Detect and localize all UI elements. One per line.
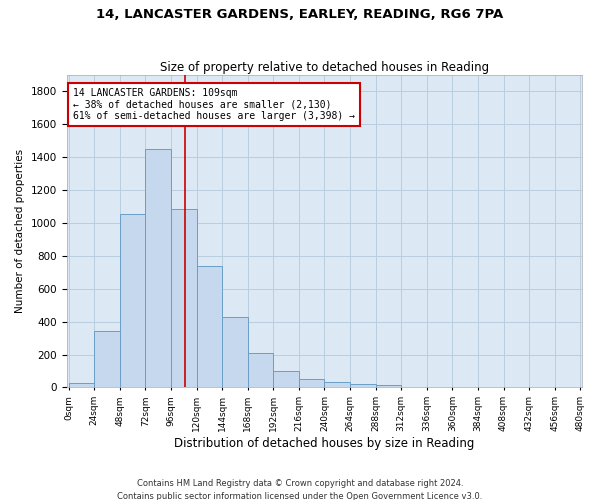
Text: Contains HM Land Registry data © Crown copyright and database right 2024.
Contai: Contains HM Land Registry data © Crown c… <box>118 480 482 500</box>
Text: 14 LANCASTER GARDENS: 109sqm
← 38% of detached houses are smaller (2,130)
61% of: 14 LANCASTER GARDENS: 109sqm ← 38% of de… <box>73 88 355 121</box>
Bar <box>197 266 222 388</box>
Bar <box>120 214 145 388</box>
Bar <box>94 332 120 388</box>
Title: Size of property relative to detached houses in Reading: Size of property relative to detached ho… <box>160 60 489 74</box>
Text: 14, LANCASTER GARDENS, EARLEY, READING, RG6 7PA: 14, LANCASTER GARDENS, EARLEY, READING, … <box>97 8 503 20</box>
Y-axis label: Number of detached properties: Number of detached properties <box>15 149 25 313</box>
Bar <box>171 209 197 388</box>
Bar <box>376 386 401 388</box>
Bar <box>222 316 248 388</box>
Bar <box>145 148 171 388</box>
Bar <box>299 379 325 388</box>
Bar <box>274 371 299 388</box>
X-axis label: Distribution of detached houses by size in Reading: Distribution of detached houses by size … <box>174 437 475 450</box>
Bar <box>350 384 376 388</box>
Bar <box>325 382 350 388</box>
Bar <box>68 383 94 388</box>
Bar <box>248 353 274 388</box>
